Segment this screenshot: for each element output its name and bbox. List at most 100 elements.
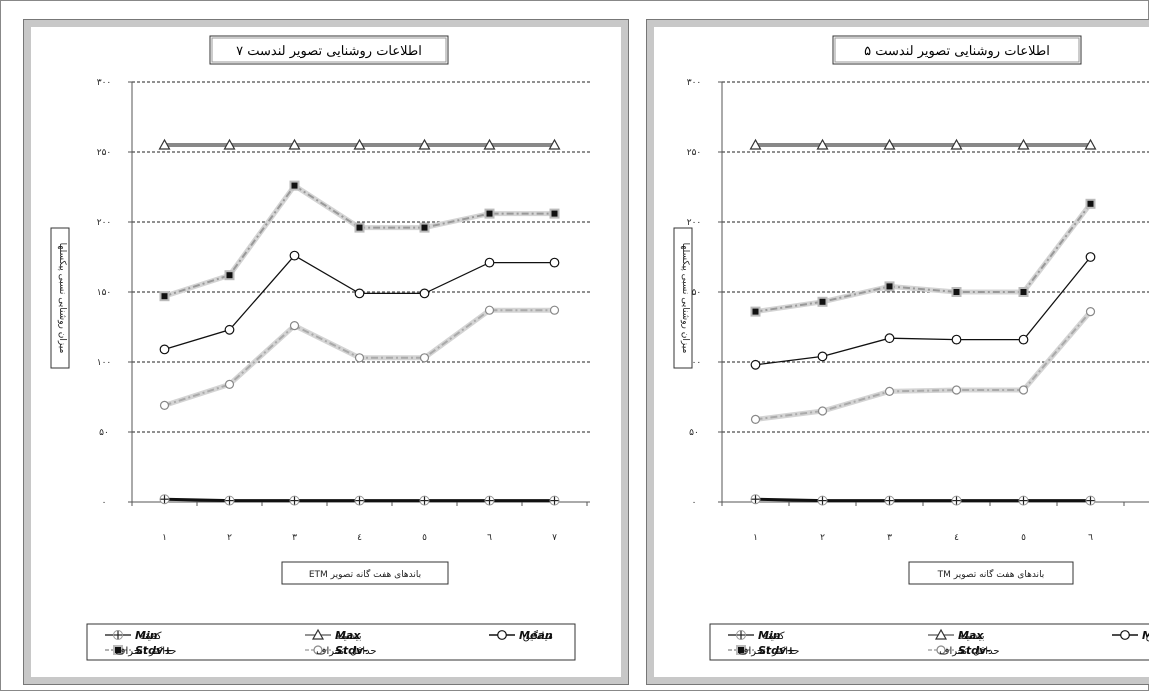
y-tick-label: ۲۰۰: [97, 218, 112, 228]
legend-minus-marker: [313, 645, 323, 655]
point-mean: [817, 351, 828, 362]
y-tick-label: ۰: [692, 498, 697, 508]
point-max: [950, 138, 963, 150]
series-plus: [750, 198, 1096, 317]
y-tick-label: ۱۰۰: [687, 358, 702, 368]
legend-plus-label: حداکثر انحراف: [115, 646, 176, 657]
point-mean: [419, 288, 430, 299]
y-tick-label: ۱۵۰: [687, 288, 702, 298]
point-mean: [354, 288, 365, 299]
chart-title-box: [832, 35, 1082, 65]
point-max: [1084, 138, 1097, 150]
point-max: [158, 138, 171, 150]
point-plus-core: [291, 182, 298, 189]
point-mean: [750, 359, 761, 370]
y-axis-label-box: [50, 227, 70, 369]
chart-content-0: ۰ ۵۰ ۱۰۰ ۱۵۰ ۲۰۰ ۲۵۰ ۳۰۰ ۱ ۲ ۳ ٤ ٥ ٦ ۷ اطلاعات روشنایی…: [50, 35, 590, 661]
point-mean: [884, 333, 895, 344]
y-tick-label: ۲۵۰: [97, 148, 112, 158]
legend-max-label: بیشینه: [958, 631, 984, 642]
chart-title-box-inner: [834, 37, 1080, 63]
point-plus-core: [226, 272, 233, 279]
series-mean: [159, 250, 560, 355]
legend-minus-marker: [936, 645, 946, 655]
x-tick-label: ٦: [1088, 533, 1093, 543]
x-tick-label: ۲: [820, 533, 825, 543]
x-axis-label: باندهای هفت گانه تصویر ETM: [309, 568, 421, 580]
point-minus: [884, 386, 895, 396]
series-plus-halo: [163, 182, 555, 299]
legend-max-name: Max: [958, 629, 984, 642]
series-minus-halo: [755, 309, 1093, 422]
legend-mean-label: میانگین: [1146, 630, 1149, 642]
point-max: [1017, 138, 1030, 150]
point-max: [548, 138, 561, 150]
chart-title: اطلاعات روشنایی تصویر لندست ۵: [864, 44, 1050, 59]
point-minus: [159, 400, 170, 410]
point-minus: [224, 379, 235, 389]
legend-minus-label: حداقل انحراف: [316, 646, 376, 657]
chart-svg-1: ۰ ۵۰ ۱۰۰ ۱۵۰ ۲۰۰ ۲۵۰ ۳۰۰ ۱ ۲ ۳ ٤ ٥ ٦ اطلاعات روشنایی …: [673, 35, 1149, 661]
point-mean: [289, 250, 300, 261]
series-plus-line: [755, 203, 1092, 313]
point-minus: [951, 385, 962, 395]
y-axis-label-box: [673, 227, 693, 369]
y-tick-label: ۱۰۰: [97, 358, 112, 368]
point-plus-core: [1087, 200, 1094, 207]
series-plus: [159, 180, 560, 302]
legend-mean-label: میانگین: [523, 630, 553, 642]
series-minus: [159, 305, 560, 410]
point-max: [223, 138, 236, 150]
legend-min-name: Min: [135, 629, 158, 642]
point-max: [418, 138, 431, 150]
series-max: [749, 138, 1097, 150]
series-mean: [750, 252, 1096, 370]
point-minus: [549, 305, 560, 315]
x-tick-label: ٥: [422, 533, 427, 543]
point-max: [353, 138, 366, 150]
y-tick-label: ۱۵۰: [97, 288, 112, 298]
point-minus: [289, 321, 300, 331]
chart-title-box-inner: [211, 37, 447, 63]
chart-content-1: ۰ ۵۰ ۱۰۰ ۱۵۰ ۲۰۰ ۲۵۰ ۳۰۰ ۱ ۲ ۳ ٤ ٥ ٦ اطلاعات روشنایی …: [673, 35, 1149, 661]
x-tick-label: ۳: [887, 533, 892, 543]
x-tick-label: ٤: [954, 533, 959, 543]
x-tick-label: ٦: [487, 533, 492, 543]
y-tick-label: ۳۰۰: [97, 78, 112, 88]
point-mean: [224, 324, 235, 335]
point-plus-core: [819, 298, 826, 305]
point-mean: [549, 257, 560, 268]
series-mean-line: [164, 254, 555, 351]
legend-max-marker: [934, 628, 948, 640]
point-max: [749, 138, 762, 150]
legend-box: [709, 623, 1149, 661]
chart-title: اطلاعات روشنایی تصویر لندست ۷: [236, 44, 422, 59]
point-plus-core: [356, 224, 363, 231]
point-minus: [354, 353, 365, 363]
x-axis-label-box: [281, 561, 449, 585]
point-plus-core: [1020, 289, 1027, 295]
chart-title-box: [209, 35, 449, 65]
x-tick-label: ۳: [292, 533, 297, 543]
legend-min-name: Min: [758, 629, 781, 642]
point-plus-core: [551, 210, 558, 217]
y-axis-label: میزان روشنایی نسبی پیکسلها: [680, 243, 690, 354]
y-tick-label: ۳۰۰: [687, 78, 702, 88]
y-tick-label: ۲۰۰: [687, 218, 702, 228]
point-mean: [951, 334, 962, 345]
point-minus: [750, 414, 761, 424]
series-minus-line: [755, 310, 1092, 421]
legend-max-label: بیشینه: [335, 631, 361, 642]
chart-svg-0: ۰ ۵۰ ۱۰۰ ۱۵۰ ۲۰۰ ۲۵۰ ۳۰۰ ۱ ۲ ۳ ٤ ٥ ٦ ۷ اطلاعات روشنایی…: [50, 35, 590, 661]
legend-plus-label: حداکثر انحراف: [738, 646, 799, 657]
legend-box: [86, 623, 576, 661]
x-tick-label: ٤: [357, 533, 362, 543]
series-min: [159, 494, 560, 506]
legend-min-label: کمینه: [140, 631, 162, 642]
y-tick-label: ۰: [102, 498, 107, 508]
y-tick-label: ۵۰: [689, 428, 699, 438]
point-max: [288, 138, 301, 150]
legend-mean-marker: [497, 630, 507, 640]
series-plus-halo: [755, 202, 1093, 315]
